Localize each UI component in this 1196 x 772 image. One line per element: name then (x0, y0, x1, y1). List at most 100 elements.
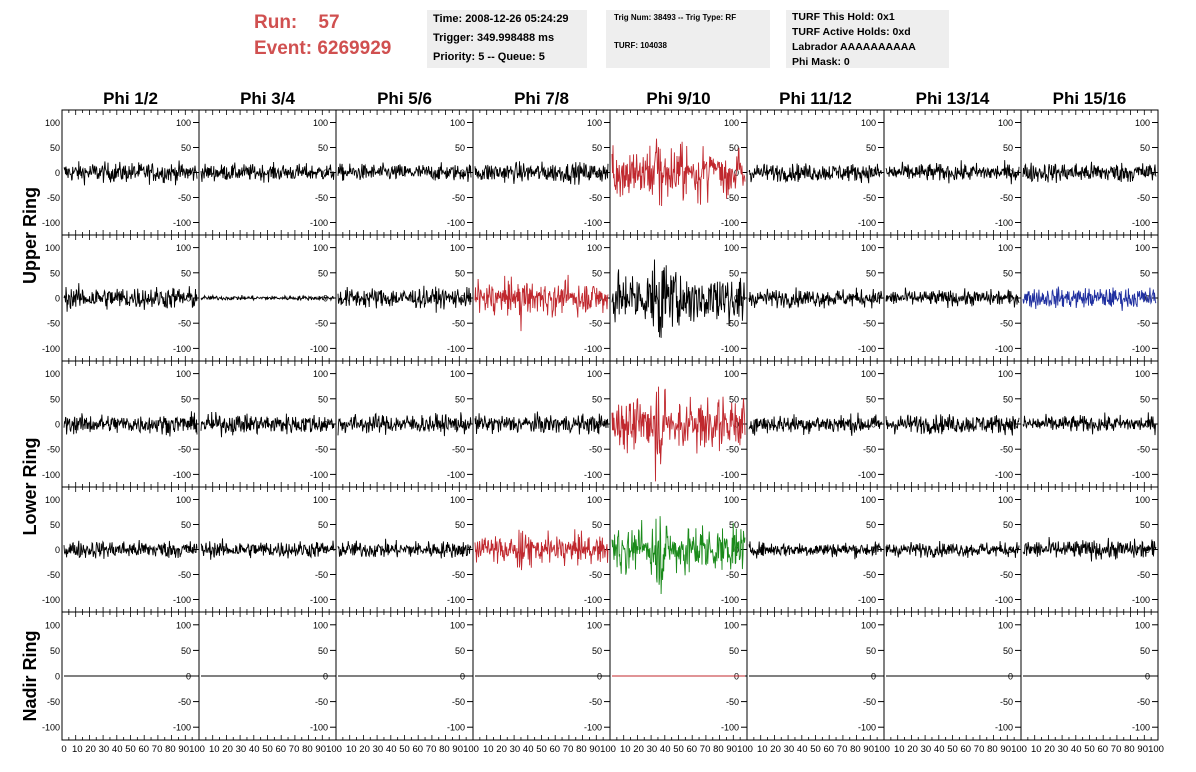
y-tick-label: 0 (734, 672, 739, 682)
column-title: Phi 7/8 (514, 89, 569, 108)
y-tick-label: -100 (310, 344, 328, 354)
column-title: Phi 5/6 (377, 89, 432, 108)
y-tick-label: 50 (866, 520, 876, 530)
x-tick-label: 80 (713, 744, 724, 755)
y-tick-label: -50 (589, 570, 602, 580)
x-tick-label: 60 (1098, 744, 1109, 755)
waveform-trace (611, 259, 746, 338)
x-tick-label: 70 (974, 744, 985, 755)
y-tick-label: -100 (173, 470, 191, 480)
y-tick-label: -100 (173, 723, 191, 733)
y-tick-label: 100 (587, 620, 602, 630)
x-tick-label: 10 (894, 744, 905, 755)
y-tick-label: 0 (186, 294, 191, 304)
y-tick-label: 50 (592, 143, 602, 153)
y-tick-label: -100 (584, 723, 602, 733)
y-tick-label: 100 (724, 243, 739, 253)
labrador-text: Labrador AAAAAAAAAA (792, 41, 916, 53)
y-tick-label: 0 (323, 545, 328, 555)
y-tick-label: 100 (450, 243, 465, 253)
y-tick-label: 0 (871, 168, 876, 178)
y-tick-label: -100 (995, 218, 1013, 228)
y-tick-label: 50 (455, 520, 465, 530)
y-tick-label: -50 (726, 570, 739, 580)
y-tick-label: -100 (42, 470, 60, 480)
y-tick-label: 50 (1003, 646, 1013, 656)
x-tick-label: 90 (452, 744, 463, 755)
y-tick-label: -100 (447, 595, 465, 605)
y-tick-label: 50 (318, 394, 328, 404)
y-tick-label: -100 (447, 470, 465, 480)
y-tick-label: -100 (995, 344, 1013, 354)
y-tick-label: -100 (584, 344, 602, 354)
x-tick-label: 30 (510, 744, 521, 755)
y-tick-label: 50 (455, 394, 465, 404)
y-tick-label: 50 (455, 268, 465, 278)
x-tick-label: 90 (178, 744, 189, 755)
run-row: Run: 57 (254, 10, 391, 36)
x-tick-label: 50 (399, 744, 410, 755)
x-tick-label: 80 (850, 744, 861, 755)
x-tick-label: 30 (647, 744, 658, 755)
y-tick-label: 100 (587, 369, 602, 379)
y-tick-label: -100 (858, 218, 876, 228)
y-tick-label: 100 (1135, 369, 1150, 379)
y-tick-label: -100 (721, 723, 739, 733)
waveform-trace (748, 541, 883, 560)
y-tick-label: -100 (310, 595, 328, 605)
y-tick-label: -50 (1000, 697, 1013, 707)
y-tick-label: 100 (998, 620, 1013, 630)
y-tick-label: 0 (323, 672, 328, 682)
y-tick-label: 50 (318, 268, 328, 278)
y-tick-label: -100 (721, 218, 739, 228)
y-tick-label: 50 (50, 268, 60, 278)
waveform-trace (748, 163, 883, 184)
y-tick-label: -50 (1137, 697, 1150, 707)
y-tick-label: -100 (995, 470, 1013, 480)
x-tick-label: 40 (249, 744, 260, 755)
x-tick-label: 50 (947, 744, 958, 755)
y-tick-label: 50 (729, 520, 739, 530)
y-tick-label: 50 (50, 520, 60, 530)
y-tick-label: -50 (1137, 570, 1150, 580)
y-tick-label: -50 (47, 697, 60, 707)
x-tick-label: 70 (289, 744, 300, 755)
waveform-trace (1022, 412, 1157, 436)
y-tick-label: 100 (587, 495, 602, 505)
y-tick-label: -50 (589, 319, 602, 329)
x-tick-label: 30 (784, 744, 795, 755)
event-row: Event: 6269929 (254, 36, 391, 62)
y-tick-label: 50 (866, 394, 876, 404)
x-tick-label: 60 (961, 744, 972, 755)
column-title: Phi 13/14 (916, 89, 990, 108)
y-tick-label: -100 (721, 470, 739, 480)
y-tick-label: 0 (597, 672, 602, 682)
ring-label: Upper Ring (20, 187, 40, 284)
waveform-trace (63, 160, 198, 186)
x-tick-label: 50 (125, 744, 136, 755)
y-tick-label: -50 (452, 570, 465, 580)
y-tick-label: 100 (176, 495, 191, 505)
y-tick-label: -100 (721, 344, 739, 354)
waveform-trace (200, 538, 335, 560)
y-tick-label: -100 (858, 344, 876, 354)
waveform-trace (200, 161, 335, 183)
y-tick-label: 50 (1140, 520, 1150, 530)
y-tick-label: -100 (447, 344, 465, 354)
x-tick-label: 40 (797, 744, 808, 755)
y-tick-label: 50 (318, 646, 328, 656)
x-tick-label: 80 (576, 744, 587, 755)
y-tick-label: 50 (729, 268, 739, 278)
y-tick-label: 50 (1003, 143, 1013, 153)
waveform-trace (611, 516, 746, 595)
y-tick-label: 100 (587, 243, 602, 253)
y-tick-label: -50 (1000, 445, 1013, 455)
time-text: Time: 2008-12-26 05:24:29 (433, 13, 569, 25)
waveform-trace (63, 283, 198, 312)
y-tick-label: 100 (1135, 620, 1150, 630)
y-tick-label: -50 (1000, 570, 1013, 580)
y-tick-label: 0 (55, 420, 60, 430)
x-tick-label: 30 (373, 744, 384, 755)
y-tick-label: -50 (178, 193, 191, 203)
y-tick-label: 100 (176, 620, 191, 630)
